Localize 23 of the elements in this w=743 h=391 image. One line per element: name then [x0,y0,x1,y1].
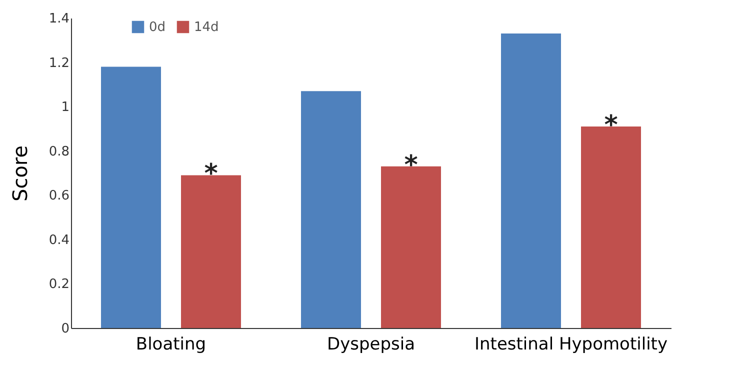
x-tick-label: Dyspepsia [326,334,416,354]
annotation: * [204,159,218,190]
y-tick-label: 0.2 [48,277,70,292]
y-tick-label: 0.8 [48,144,70,160]
x-tick-label: Bloating [136,334,206,354]
y-tick-label: 0.4 [48,232,70,248]
bar [501,34,561,328]
y-tick-label: 1.4 [48,12,70,26]
bar [581,126,641,328]
y-axis-title: Score [8,145,32,202]
x-tick-label: Intestinal Hypomotility [474,334,668,354]
bar [301,91,361,328]
bar [181,175,241,328]
y-tick-label: 0 [61,322,70,336]
annotation: * [404,150,418,180]
bar [381,166,441,328]
y-tick-label: 1 [61,100,70,116]
y-tick-label: 1.2 [48,56,70,71]
y-tick-label: 0.6 [48,188,70,204]
legend-label: 0d [149,20,166,35]
legend-label: 14d [194,20,219,35]
annotation: * [604,110,618,140]
bar [101,66,161,328]
